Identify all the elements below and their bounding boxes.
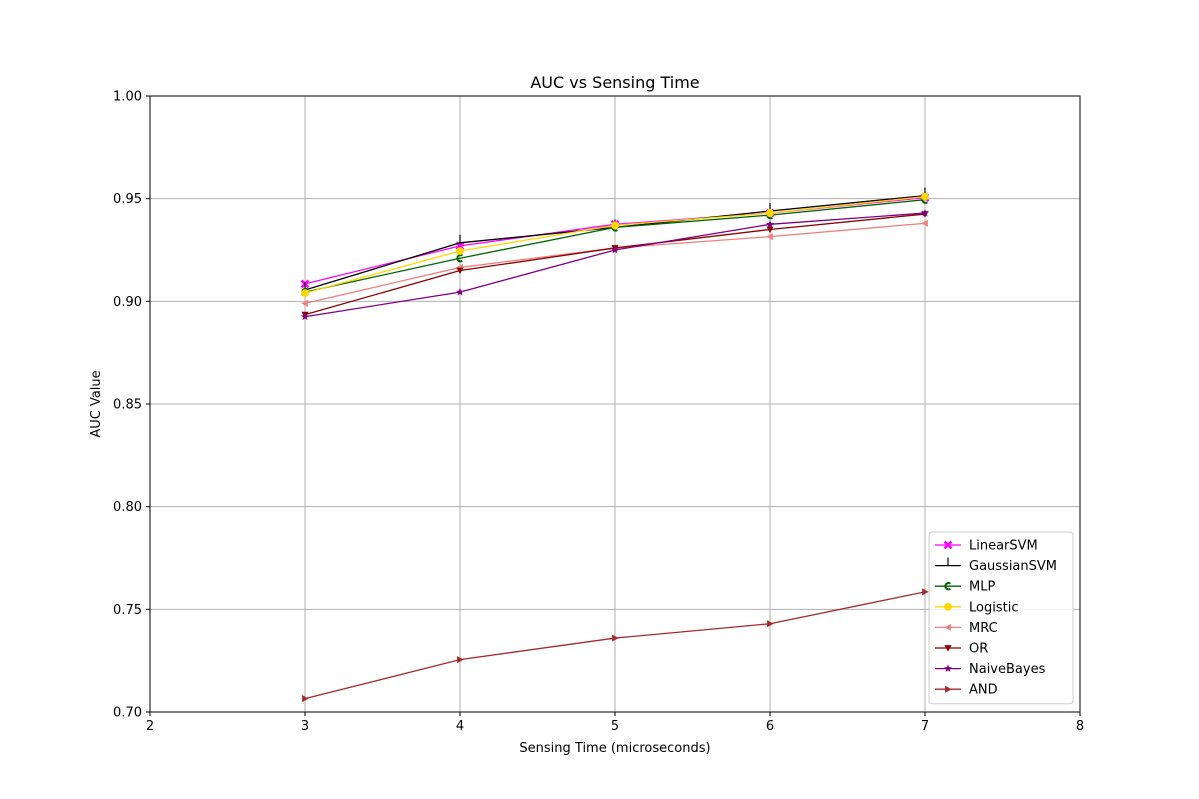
legend-entry-and: AND [935, 683, 998, 698]
data-point-logistic [766, 209, 774, 217]
x-tick-label: 7 [921, 719, 929, 734]
x-tick-label: 4 [456, 719, 464, 734]
data-point-naivebayes [921, 208, 929, 217]
legend-label-or: OR [969, 642, 988, 657]
x-tick-label: 6 [766, 719, 774, 734]
legend-label-naivebayes: NaiveBayes [969, 662, 1046, 677]
y-axis-label: AUC Value [89, 370, 104, 437]
series-logistic [301, 192, 929, 298]
series-naivebayes [301, 208, 929, 321]
legend-marker-and [945, 685, 952, 693]
data-point-naivebayes [301, 312, 309, 321]
data-point-and [922, 588, 929, 596]
legend-box [928, 531, 1074, 705]
legend-marker-or [944, 645, 952, 652]
data-point-mrc [921, 219, 928, 227]
data-point-naivebayes [456, 287, 464, 296]
y-tick-label: 0.75 [113, 603, 142, 618]
data-point-or [456, 267, 464, 275]
y-tick-label: 0.70 [113, 706, 142, 721]
y-tick-label: 0.85 [113, 398, 142, 413]
legend-label-gaussiansvm: GaussianSVM [969, 559, 1057, 574]
y-axis-ticks: 0.70 0.75 0.80 0.85 0.90 0.95 1.00 [113, 90, 150, 721]
legend-entry-naivebayes: NaiveBayes [935, 662, 1046, 677]
data-point-and [612, 634, 619, 642]
legend-entry-linearsvm: LinearSVM [935, 539, 1038, 554]
data-point-naivebayes [766, 220, 774, 228]
legend-marker-mlp [944, 582, 951, 591]
legend-entry-gaussiansvm: GaussianSVM [935, 557, 1057, 574]
data-point-naivebayes [611, 245, 619, 254]
legend-entry-mlp: MLP [935, 580, 995, 595]
chart-title: AUC vs Sensing Time [530, 73, 699, 92]
legend-marker-naivebayes [944, 664, 952, 672]
x-tick-label: 2 [146, 719, 154, 734]
x-tick-label: 8 [1076, 719, 1084, 734]
legend-entry-mrc: MRC [935, 621, 998, 636]
y-tick-label: 0.80 [113, 500, 142, 515]
y-tick-label: 0.95 [113, 192, 142, 207]
data-point-and [302, 695, 309, 703]
legend-label-mlp: MLP [969, 580, 995, 595]
y-tick-label: 0.90 [113, 295, 142, 310]
legend-label-logistic: Logistic [969, 600, 1018, 615]
series-layer [300, 187, 930, 703]
legend-marker-logistic [944, 602, 952, 611]
x-tick-label: 5 [611, 719, 619, 734]
data-point-mrc [766, 233, 773, 241]
legend-marker-mrc [944, 623, 951, 631]
legend-label-and: AND [969, 683, 998, 698]
legend-entry-logistic: Logistic [935, 600, 1018, 615]
data-point-mlp [456, 254, 463, 263]
x-axis-ticks: 2 3 4 5 6 7 8 [146, 712, 1084, 734]
legend-marker-linearsvm [943, 540, 953, 550]
x-axis-label: Sensing Time (microseconds) [519, 741, 710, 756]
legend-entry-or: OR [935, 642, 988, 657]
y-tick-label: 1.00 [113, 90, 142, 105]
x-tick-label: 3 [301, 719, 309, 734]
data-point-mrc [301, 299, 308, 307]
data-point-logistic [921, 192, 929, 201]
legend-label-linearsvm: LinearSVM [969, 539, 1038, 554]
data-point-or [766, 226, 774, 234]
legend-label-mrc: MRC [969, 621, 998, 636]
data-point-and [457, 656, 464, 664]
data-point-and [767, 620, 774, 628]
data-point-logistic [301, 289, 309, 298]
data-point-logistic [611, 221, 619, 230]
data-point-logistic [456, 247, 464, 255]
series-and [302, 588, 929, 703]
legend: LinearSVM GaussianSVM MLP Logistic MRC OR Naiv… [928, 531, 1074, 705]
